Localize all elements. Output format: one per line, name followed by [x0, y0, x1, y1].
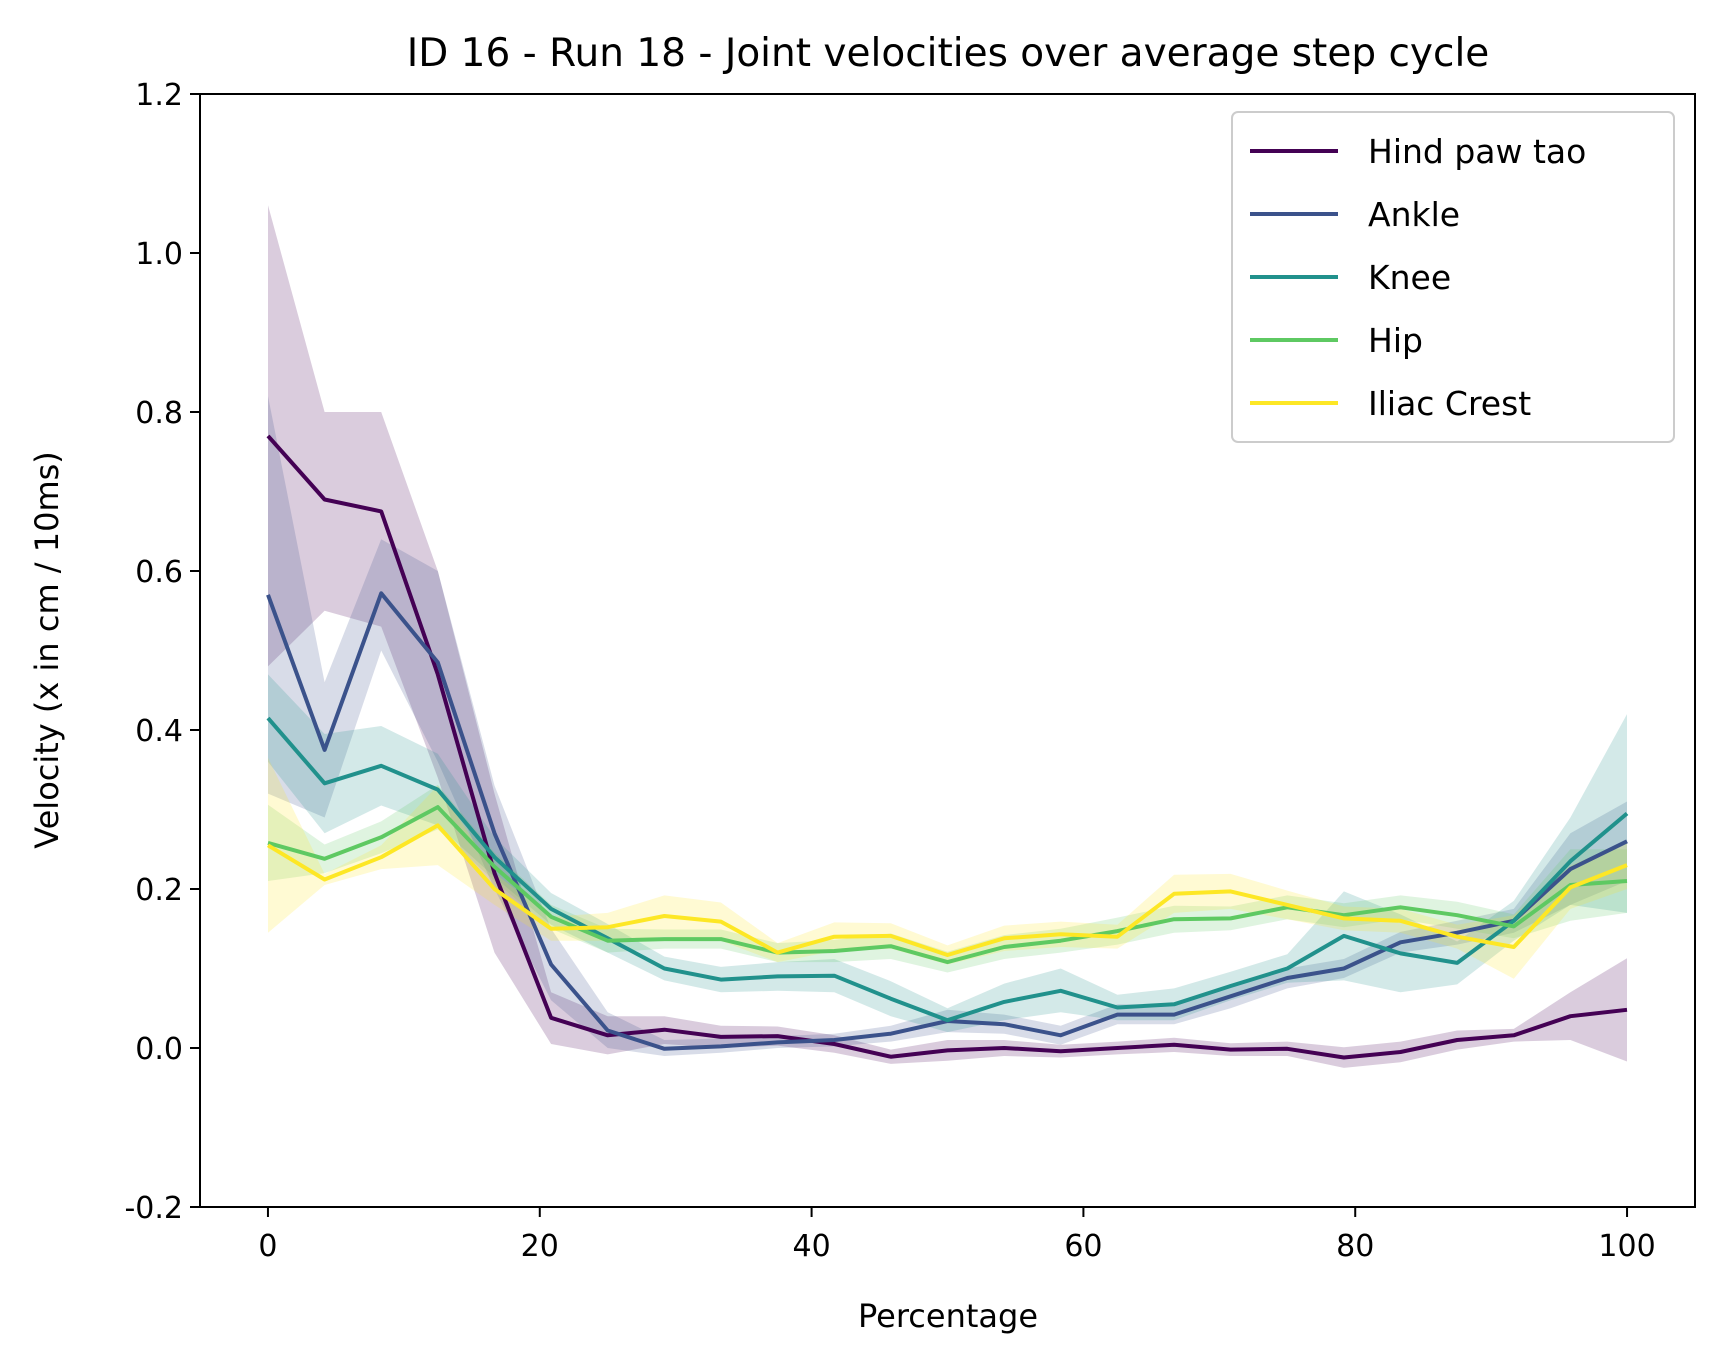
series-line-hind-paw-tao [266, 434, 1628, 1060]
legend-label-iliac-crest: Iliac Crest [1368, 384, 1531, 423]
legend-label-knee: Knee [1368, 258, 1451, 297]
y-tick-label: 0.4 [135, 714, 183, 749]
y-tick-label: 0.6 [135, 555, 183, 590]
y-tick-label: 0.8 [135, 396, 183, 431]
y-tick-label: 1.2 [135, 78, 183, 113]
x-tick-label: 20 [521, 1229, 559, 1264]
series-line-hip [267, 805, 1628, 965]
x-axis-ticks: 0 20 40 60 80 100 [258, 1207, 1656, 1264]
chart-title: ID 16 - Run 18 - Joint velocities over a… [407, 31, 1490, 76]
legend-label-ankle: Ankle [1368, 195, 1460, 234]
y-tick-label: 0.2 [135, 873, 183, 908]
series-line-iliac-crest [266, 823, 1628, 957]
legend-label-hind-paw-tao: Hind paw tao [1368, 132, 1586, 171]
y-tick-label: -0.2 [124, 1191, 183, 1226]
x-tick-label: 100 [1598, 1229, 1655, 1264]
x-tick-label: 0 [258, 1229, 277, 1264]
y-axis-ticks: -0.2 0.0 0.2 0.4 0.6 0.8 1.0 1.2 [124, 78, 200, 1226]
legend-box [1231, 111, 1675, 443]
y-axis-title: Velocity (x in cm / 10ms) [28, 451, 66, 849]
series-line-knee [266, 716, 1629, 1023]
legend: Hind paw tao Ankle Knee Hip Iliac Crest [1231, 111, 1675, 443]
x-axis-title: Percentage [858, 1297, 1038, 1335]
x-tick-label: 40 [792, 1229, 830, 1264]
x-tick-label: 60 [1064, 1229, 1102, 1264]
y-tick-label: 1.0 [135, 237, 183, 272]
series-lines [266, 434, 1629, 1060]
plot-area-frame [199, 93, 1696, 1208]
x-tick-label: 80 [1336, 1229, 1374, 1264]
band-iliac-crest [268, 757, 1627, 979]
legend-label-hip: Hip [1368, 321, 1423, 360]
y-tick-label: 0.0 [135, 1032, 183, 1067]
